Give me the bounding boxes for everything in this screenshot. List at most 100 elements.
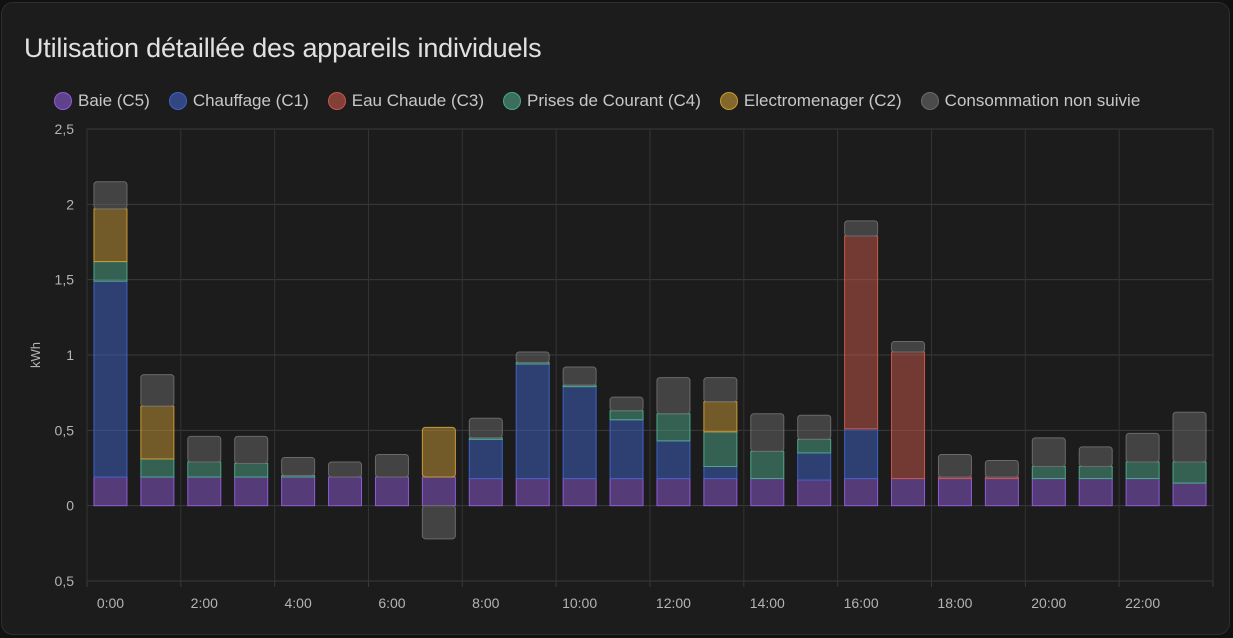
x-tick-label: 18:00 [937,595,972,611]
bar-segment[interactable]: Consommation non suivie 18:00: 0.15 [937,453,972,478]
bar-segment[interactable]: Chauffage (C1) 15:00: 0.18 [797,452,832,481]
y-tick-label: 0,5 [55,573,75,589]
bar-segment[interactable]: Eau Chaude (C3) 16:00: 1.28 [844,235,879,430]
legend-label: Eau Chaude (C3) [351,91,485,110]
bar-segment[interactable]: Consommation non suivie 7:00: -0.22 [421,505,456,540]
bar-segment[interactable]: Baie (C5) 16:00: 0.18 [844,478,879,507]
bar-segment[interactable]: Consommation non suivie 11:00: 0.09 [609,396,644,412]
y-axis-label: kWh [28,342,43,368]
bar-segment[interactable]: Consommation non suivie 23:00: 0.33 [1172,411,1207,463]
bar-segment[interactable]: Consommation non suivie 8:00: 0.13 [468,417,503,439]
bar-segment[interactable]: Prises de Courant (C4) 14:00: 0.18 [750,450,785,480]
bar-segment[interactable]: Baie (C5) 17:00: 0.18 [891,478,926,507]
bar-segment[interactable]: Prises de Courant (C4) 1:00: 0.12 [140,458,175,478]
bar-segment[interactable]: Baie (C5) 22:00: 0.18 [1125,478,1160,507]
bar-segment[interactable]: Consommation non suivie 15:00: 0.16 [797,414,832,440]
bar-segment[interactable]: Consommation non suivie 10:00: 0.12 [562,366,597,386]
bar-segment[interactable]: Chauffage (C1) 16:00: 0.33 [844,428,879,480]
bar-segment[interactable]: Baie (C5) 5:00: 0.19 [328,476,363,507]
bar-segment[interactable]: Baie (C5) 11:00: 0.18 [609,478,644,507]
bar-segment[interactable]: Prises de Courant (C4) 13:00: 0.23 [703,431,738,467]
legend-item[interactable]: Consommation non suivie [920,91,1140,111]
bar-segment[interactable]: Chauffage (C1) 9:00: 0.76 [515,363,550,480]
legend-item[interactable]: Baie (C5) [54,91,150,111]
bar-segment[interactable]: Consommation non suivie 2:00: 0.17 [187,435,222,463]
bar-segment[interactable]: Baie (C5) 23:00: 0.15 [1172,482,1207,507]
bar-segment[interactable]: Consommation non suivie 1:00: 0.21 [140,374,175,407]
bar-segment[interactable]: Consommation non suivie 21:00: 0.13 [1078,446,1113,467]
bar-segment[interactable]: Consommation non suivie 22:00: 0.19 [1125,432,1160,463]
x-tick-label: 6:00 [378,595,405,611]
bar-segment[interactable]: Baie (C5) 15:00: 0.17 [797,479,832,507]
bar-segment[interactable]: Chauffage (C1) 0:00: 1.3 [93,280,128,478]
bar-segment[interactable]: Baie (C5) 19:00: 0.18 [984,478,1019,507]
bar-segment[interactable]: Chauffage (C1) 13:00: 0.08 [703,465,738,480]
bar-segment[interactable]: Consommation non suivie 0:00: 0.18 [93,181,128,210]
bar-segment[interactable]: Baie (C5) 8:00: 0.18 [468,478,503,507]
bar-segment[interactable]: Baie (C5) 10:00: 0.18 [562,478,597,507]
bar-segment[interactable]: Prises de Courant (C4) 22:00: 0.11 [1125,461,1160,480]
x-tick-label: 22:00 [1125,595,1160,611]
bar-segment[interactable]: Prises de Courant (C4) 11:00: 0.06 [609,410,644,421]
bar-segment[interactable]: Prises de Courant (C4) 0:00: 0.13 [93,261,128,282]
bar-segment[interactable]: Prises de Courant (C4) 20:00: 0.08 [1031,465,1066,480]
bar-segment[interactable]: Consommation non suivie 14:00: 0.25 [750,413,785,452]
bar-segment[interactable]: Chauffage (C1) 11:00: 0.39 [609,419,644,480]
legend-swatch [920,92,939,110]
bar-segment[interactable]: Consommation non suivie 9:00: 0.07 [515,351,550,364]
bar-segment[interactable]: Consommation non suivie 20:00: 0.19 [1031,437,1066,467]
x-tick-label: 12:00 [656,595,691,611]
y-tick-label: 0 [66,498,74,514]
bar-segment[interactable]: Baie (C5) 12:00: 0.18 [656,478,691,507]
bar-segment[interactable]: Electromenager (C2) 7:00: 0.33 [421,426,456,478]
bar-segment[interactable]: Baie (C5) 9:00: 0.18 [515,478,550,507]
bar-segment[interactable]: Consommation non suivie 13:00: 0.16 [703,377,738,403]
legend-item[interactable]: Prises de Courant (C4) [503,91,701,111]
bar-segment[interactable]: Baie (C5) 6:00: 0.19 [374,476,409,507]
chart-legend: Baie (C5) Chauffage (C1) Eau Chaude (C3) Pr… [54,91,1159,111]
legend-item[interactable]: Eau Chaude (C3) [327,91,485,111]
bar-segment[interactable]: Prises de Courant (C4) 23:00: 0.14 [1172,461,1207,484]
y-tick-label: 1 [66,347,74,363]
x-tick-label: 8:00 [472,595,499,611]
bar-segment[interactable]: Baie (C5) 3:00: 0.19 [234,476,269,507]
bar-segment[interactable]: Baie (C5) 21:00: 0.18 [1078,478,1113,507]
bar-segment[interactable]: Consommation non suivie 17:00: 0.07 [891,340,926,353]
legend-label: Electromenager (C2) [743,91,902,110]
bar-segment[interactable]: Consommation non suivie 19:00: 0.11 [984,459,1019,478]
bar-segment[interactable]: Chauffage (C1) 10:00: 0.61 [562,386,597,480]
bar-segment[interactable]: Consommation non suivie 5:00: 0.1 [328,461,363,478]
bar-segment[interactable]: Consommation non suivie 16:00: 0.1 [844,220,879,237]
bar-segment[interactable]: Eau Chaude (C3) 17:00: 0.84 [891,351,926,480]
bar-segment[interactable]: Baie (C5) 4:00: 0.19 [281,476,316,507]
bar-segment[interactable]: Baie (C5) 18:00: 0.18 [937,478,972,507]
bar-segment[interactable]: Prises de Courant (C4) 3:00: 0.09 [234,462,269,478]
bar-segment[interactable]: Chauffage (C1) 8:00: 0.26 [468,438,503,480]
bar-segment[interactable]: Electromenager (C2) 1:00: 0.35 [140,405,175,460]
bar-segment[interactable]: Baie (C5) 7:00: 0.19 [421,476,456,507]
x-tick-label: 20:00 [1031,595,1066,611]
bar-segment[interactable]: Baie (C5) 2:00: 0.19 [187,476,222,507]
bar-segment[interactable]: Baie (C5) 13:00: 0.18 [703,478,738,507]
bar-segment[interactable]: Consommation non suivie 4:00: 0.12 [281,456,316,477]
bar-segment[interactable]: Baie (C5) 14:00: 0.18 [750,478,785,507]
bar-segment[interactable]: Prises de Courant (C4) 2:00: 0.1 [187,461,222,478]
bar-segment[interactable]: Prises de Courant (C4) 12:00: 0.18 [656,413,691,442]
bar-segment[interactable]: Electromenager (C2) 0:00: 0.35 [93,208,128,263]
bar-segment[interactable]: Consommation non suivie 3:00: 0.18 [234,435,269,464]
x-tick-label: 10:00 [562,595,597,611]
bar-segment[interactable]: Consommation non suivie 6:00: 0.15 [374,453,409,478]
legend-item[interactable]: Chauffage (C1) [168,91,309,111]
bar-segment[interactable]: Electromenager (C2) 13:00: 0.2 [703,401,738,433]
legend-swatch [54,92,72,110]
bar-segment[interactable]: Prises de Courant (C4) 21:00: 0.08 [1078,465,1113,480]
bar-segment[interactable]: Baie (C5) 20:00: 0.18 [1031,478,1066,507]
bar-segment[interactable]: Prises de Courant (C4) 15:00: 0.09 [797,438,832,454]
bar-segment[interactable]: Baie (C5) 0:00: 0.19 [93,476,128,507]
bar-segment[interactable]: Chauffage (C1) 12:00: 0.25 [656,440,691,480]
legend-item[interactable]: Electromenager (C2) [719,91,902,111]
bar-segment[interactable]: Consommation non suivie 12:00: 0.24 [656,377,691,415]
bar-segment[interactable]: Baie (C5) 1:00: 0.19 [140,476,175,507]
y-axis-ticks: 2,5 2 1,5 1 0,5 0 0,5 [55,121,75,589]
